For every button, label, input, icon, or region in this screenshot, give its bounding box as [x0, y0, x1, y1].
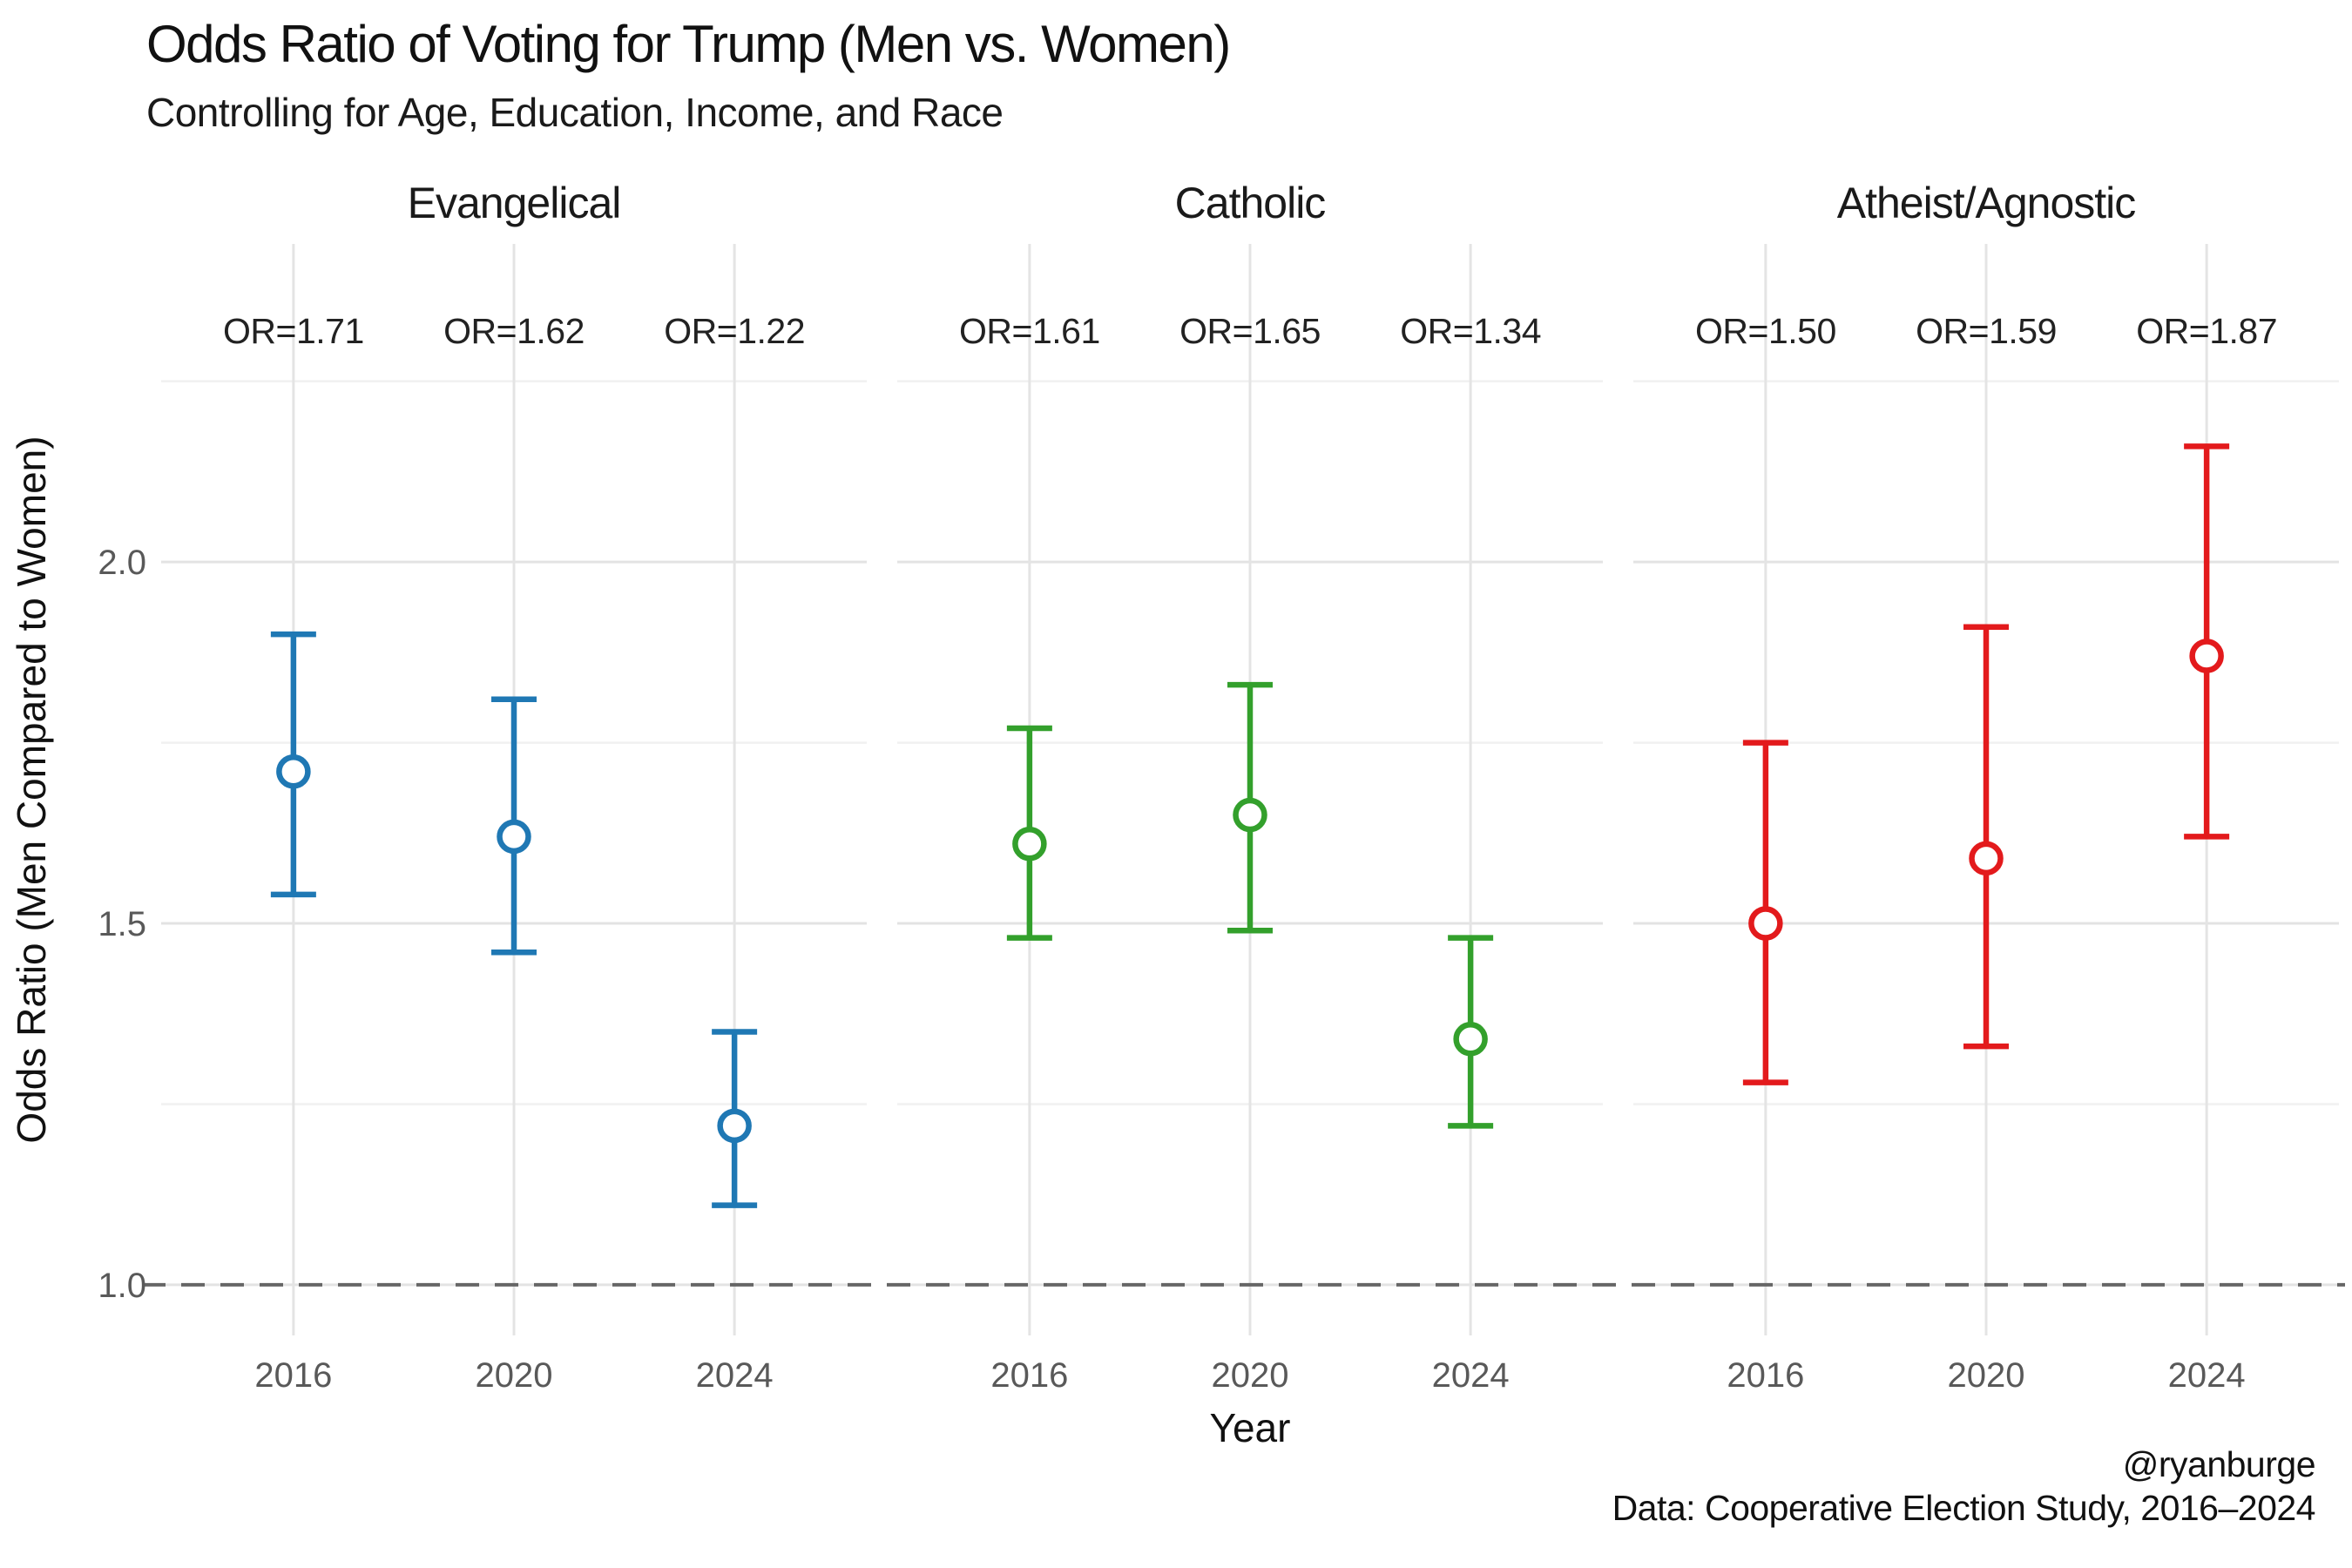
x-tick-label: 2024: [696, 1356, 774, 1395]
pointrange-evangelical-2024: [712, 1029, 758, 1208]
point-marker: [1969, 841, 2004, 876]
caption-source: Data: Cooperative Election Study, 2016–2…: [1612, 1488, 2316, 1529]
point-marker: [717, 1108, 752, 1144]
pointrange-atheist-agnostic-2016: [1742, 740, 1788, 1085]
point-marker: [1233, 797, 1267, 833]
y-axis-title: Odds Ratio (Men Compared to Women): [9, 436, 54, 1143]
y-tick-label: 2.0: [98, 544, 146, 582]
or-annotation: OR=1.59: [1916, 311, 2057, 351]
chart-title: Odds Ratio of Voting for Trump (Men vs. …: [146, 15, 1231, 73]
pointrange-atheist-agnostic-2020: [1963, 624, 2009, 1050]
y-tick-label: 1.5: [98, 905, 146, 943]
facet-title: Evangelical: [408, 179, 621, 227]
or-annotation: OR=1.61: [959, 311, 1100, 351]
x-tick-label: 2020: [1212, 1356, 1289, 1395]
x-tick-label: 2016: [1727, 1356, 1804, 1395]
or-annotation: OR=1.65: [1179, 311, 1321, 351]
y-tick-label: 1.0: [98, 1267, 146, 1305]
point-marker: [276, 754, 311, 789]
point-marker: [1012, 826, 1047, 862]
x-tick-label: 2024: [2168, 1356, 2246, 1395]
pointrange-catholic-2024: [1448, 935, 1494, 1129]
chart-subtitle: Controlling for Age, Education, Income, …: [146, 90, 1004, 135]
or-annotation: OR=1.71: [223, 311, 364, 351]
x-tick-label: 2024: [1432, 1356, 1510, 1395]
x-tick-label: 2020: [1948, 1356, 2025, 1395]
x-tick-label: 2020: [476, 1356, 553, 1395]
pointrange-atheist-agnostic-2024: [2184, 443, 2230, 840]
or-annotation: OR=1.34: [1400, 311, 1541, 351]
or-annotation: OR=1.22: [664, 311, 805, 351]
caption-handle: @ryanburge: [2122, 1444, 2316, 1484]
point-marker: [1453, 1022, 1488, 1057]
x-tick-label: 2016: [990, 1356, 1068, 1395]
facet-title: Catholic: [1175, 179, 1326, 227]
pointrange-catholic-2020: [1227, 681, 1273, 934]
point-marker: [2189, 639, 2224, 673]
x-tick-label: 2016: [254, 1356, 332, 1395]
chart-caption: @ryanburge Data: Cooperative Election St…: [1612, 1443, 2316, 1530]
facet-title: Atheist/Agnostic: [1837, 179, 2136, 227]
or-annotation: OR=1.62: [443, 311, 585, 351]
point-marker: [1748, 906, 1783, 941]
or-annotation: OR=1.50: [1695, 311, 1836, 351]
or-annotation: OR=1.87: [2136, 311, 2277, 351]
pointrange-evangelical-2016: [270, 631, 316, 898]
point-marker: [497, 819, 531, 855]
x-axis-title: Year: [1210, 1405, 1291, 1450]
pointrange-evangelical-2020: [491, 696, 537, 956]
pointrange-catholic-2016: [1006, 725, 1052, 941]
